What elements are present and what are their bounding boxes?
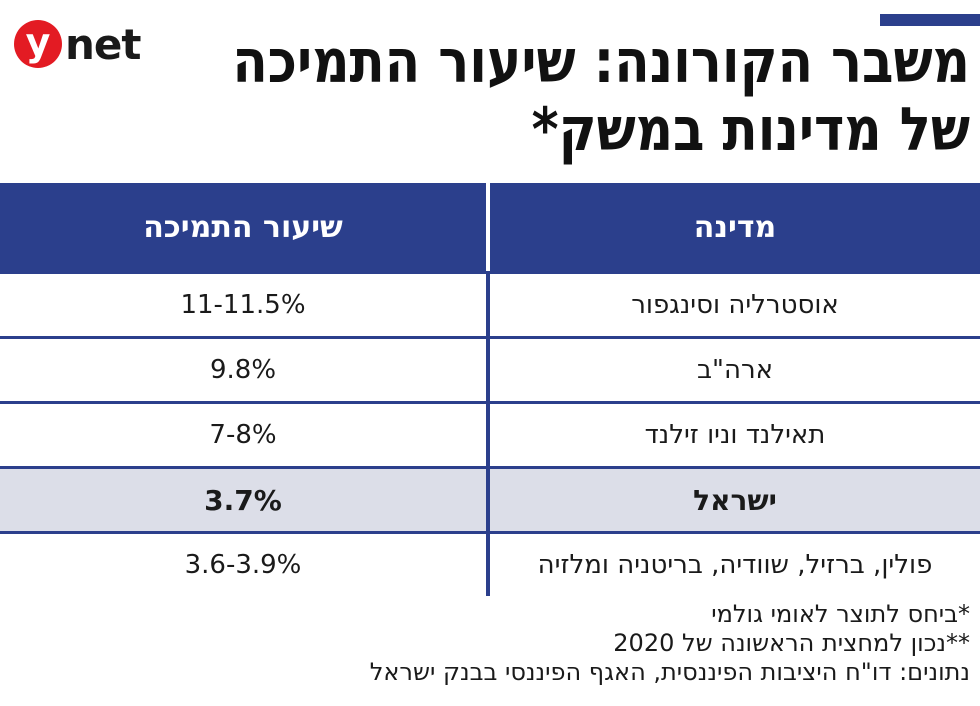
- country-cell: פולין, ברזיל, שוודיה, בריטניה ומלזיה: [537, 550, 933, 580]
- table-row: ארה"ב 9.8%: [0, 336, 980, 401]
- logo-circle: y: [14, 20, 62, 68]
- country-cell: ארה"ב: [696, 355, 774, 385]
- rate-cell: 7-8%: [0, 404, 490, 466]
- title-line-1: משבר הקורונה: שיעור התמיכה: [232, 27, 970, 97]
- table-row: אוסטרליה וסינגפור 11-11.5%: [0, 271, 980, 336]
- accent-bar: [880, 14, 980, 26]
- source-note: נתונים: דו"ח היציבות הפיננסית, האגף הפינ…: [369, 658, 970, 686]
- country-cell: אוסטרליה וסינגפור: [631, 290, 839, 320]
- footnote-2: **נכון למחצית הראשונה של 2020: [613, 629, 970, 657]
- table-row: פולין, ברזיל, שוודיה, בריטניה ומלזיה 3.6…: [0, 531, 980, 596]
- logo-text: net: [65, 19, 141, 69]
- rate-cell: 9.8%: [0, 339, 490, 401]
- rate-cell: 3.7%: [0, 469, 490, 531]
- page-title: משבר הקורונה: שיעור התמיכה של מדינות במש…: [232, 27, 970, 165]
- header-rate: שיעור התמיכה: [0, 183, 490, 271]
- support-rate-table: מדינה שיעור התמיכה אוסטרליה וסינגפור 11-…: [0, 183, 980, 596]
- country-cell: ישראל: [693, 483, 777, 517]
- ynet-logo[interactable]: y net: [14, 19, 141, 69]
- header-country: מדינה: [490, 183, 980, 271]
- table-row: תאילנד וניו זילנד 7-8%: [0, 401, 980, 466]
- table-row-highlight: ישראל 3.7%: [0, 466, 980, 531]
- title-line-2: של מדינות במשק*: [531, 95, 970, 165]
- rate-cell: 3.6-3.9%: [0, 534, 490, 596]
- table-header-row: מדינה שיעור התמיכה: [0, 183, 980, 271]
- country-cell: תאילנד וניו זילנד: [644, 420, 826, 450]
- footnotes: *ביחס לתוצר לאומי גולמי **נכון למחצית הר…: [370, 600, 970, 687]
- footnote-1: *ביחס לתוצר לאומי גולמי: [711, 600, 970, 628]
- rate-cell: 11-11.5%: [0, 274, 490, 336]
